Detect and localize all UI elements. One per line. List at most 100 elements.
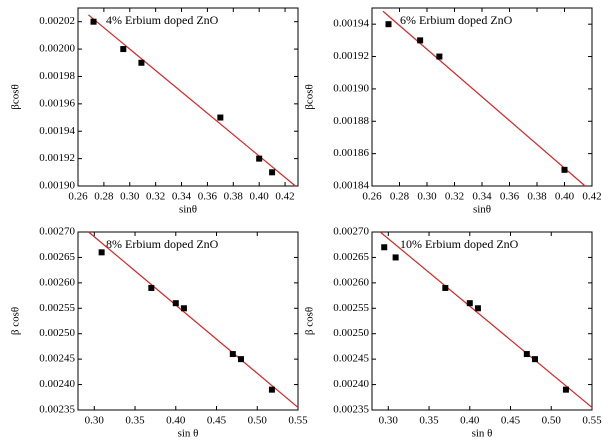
data-point [268, 386, 275, 393]
y-tick-label: 0.00240 [39, 378, 75, 390]
data-point [172, 300, 179, 307]
x-tick-label: 0.32 [146, 191, 165, 203]
fit-line [379, 231, 593, 408]
plot-frame [371, 231, 593, 411]
data-point [180, 305, 187, 312]
data-point [269, 169, 276, 176]
y-tick-label: 0.00235 [39, 404, 75, 416]
y-tick-label: 0.00260 [333, 276, 369, 288]
x-tick-label: 0.40 [555, 191, 575, 203]
data-point [466, 300, 473, 307]
data-point [229, 351, 236, 358]
y-tick-label: 0.00200 [39, 43, 75, 55]
y-tick-label: 0.00190 [333, 82, 369, 94]
data-point [531, 356, 538, 363]
x-tick-label: 0.55 [288, 415, 308, 427]
y-tick-label: 0.00186 [333, 147, 369, 159]
data-point [385, 21, 392, 28]
data-point [148, 284, 155, 291]
y-tick-label: 0.00265 [39, 251, 75, 263]
data-point [417, 37, 424, 44]
y-axis-label: βcosθ [304, 84, 316, 110]
x-tick-label: 0.45 [207, 415, 227, 427]
x-tick-label: 0.45 [501, 415, 521, 427]
chart-title: 10% Erbium doped ZnO [400, 237, 519, 251]
x-tick-label: 0.42 [275, 191, 294, 203]
y-tick-label: 0.00194 [333, 18, 369, 30]
x-tick-label: 0.42 [582, 191, 601, 203]
y-tick-label: 0.00192 [333, 50, 369, 62]
x-tick-label: 0.40 [166, 415, 186, 427]
x-tick-label: 0.35 [125, 415, 145, 427]
x-tick-label: 0.40 [460, 415, 480, 427]
y-tick-label: 0.00250 [333, 327, 369, 339]
x-tick-label: 0.26 [362, 191, 382, 203]
y-tick-label: 0.00245 [333, 353, 369, 365]
y-tick-label: 0.00192 [39, 152, 75, 164]
y-tick-label: 0.00198 [39, 70, 75, 82]
x-tick-label: 0.28 [94, 191, 114, 203]
data-point [381, 244, 388, 251]
data-point [442, 284, 449, 291]
plot-frame [77, 231, 299, 411]
y-tick-label: 0.00194 [39, 125, 75, 137]
x-tick-label: 0.38 [527, 191, 547, 203]
x-tick-label: 0.35 [419, 415, 439, 427]
y-tick-label: 0.00245 [39, 353, 75, 365]
x-axis-label: sin θ [472, 428, 493, 440]
y-tick-label: 0.00270 [39, 226, 75, 238]
x-tick-label: 0.38 [224, 191, 244, 203]
data-point [436, 53, 443, 60]
plot-frame [77, 7, 299, 187]
data-point [392, 254, 399, 261]
data-point [523, 351, 530, 358]
fit-line [88, 231, 299, 408]
data-point [256, 155, 263, 162]
x-axis-label: sinθ [473, 204, 491, 216]
y-tick-label: 0.00202 [39, 15, 75, 27]
x-tick-label: 0.55 [582, 415, 602, 427]
x-tick-label: 0.32 [445, 191, 464, 203]
x-tick-label: 0.30 [120, 191, 140, 203]
data-point [90, 18, 97, 25]
y-tick-label: 0.00184 [333, 180, 369, 192]
data-point [474, 305, 481, 312]
fit-line [382, 10, 586, 187]
data-point [98, 249, 105, 256]
x-tick-label: 0.30 [379, 415, 399, 427]
y-tick-label: 0.00196 [39, 97, 75, 109]
x-tick-label: 0.34 [472, 191, 492, 203]
y-tick-label: 0.00255 [333, 302, 369, 314]
y-tick-label: 0.00260 [39, 276, 75, 288]
y-tick-label: 0.00188 [333, 115, 369, 127]
y-tick-label: 0.00270 [333, 226, 369, 238]
data-point [138, 59, 145, 66]
data-point [237, 356, 244, 363]
data-point [561, 166, 568, 173]
y-axis-label: β cosθ [10, 307, 22, 335]
x-tick-label: 0.26 [68, 191, 88, 203]
x-tick-label: 0.28 [390, 191, 410, 203]
chart-title: 6% Erbium doped ZnO [400, 13, 513, 27]
y-tick-label: 0.00190 [39, 180, 75, 192]
y-tick-label: 0.00250 [39, 327, 75, 339]
y-axis-label: βcosθ [10, 84, 22, 110]
data-point [562, 386, 569, 393]
x-tick-label: 0.34 [172, 191, 192, 203]
chart-title: 4% Erbium doped ZnO [106, 13, 219, 27]
y-tick-label: 0.00235 [333, 404, 369, 416]
y-axis-label: β cosθ [304, 307, 316, 335]
data-point [217, 114, 224, 121]
data-point [120, 46, 127, 53]
x-tick-label: 0.50 [542, 415, 562, 427]
x-axis-label: sinθ [179, 204, 197, 216]
x-axis-label: sin θ [178, 428, 199, 440]
x-tick-label: 0.36 [500, 191, 520, 203]
y-tick-label: 0.00265 [333, 251, 369, 263]
x-tick-label: 0.30 [417, 191, 437, 203]
x-tick-label: 0.50 [248, 415, 268, 427]
x-tick-label: 0.40 [250, 191, 270, 203]
x-tick-label: 0.30 [85, 415, 105, 427]
x-tick-label: 0.36 [198, 191, 218, 203]
